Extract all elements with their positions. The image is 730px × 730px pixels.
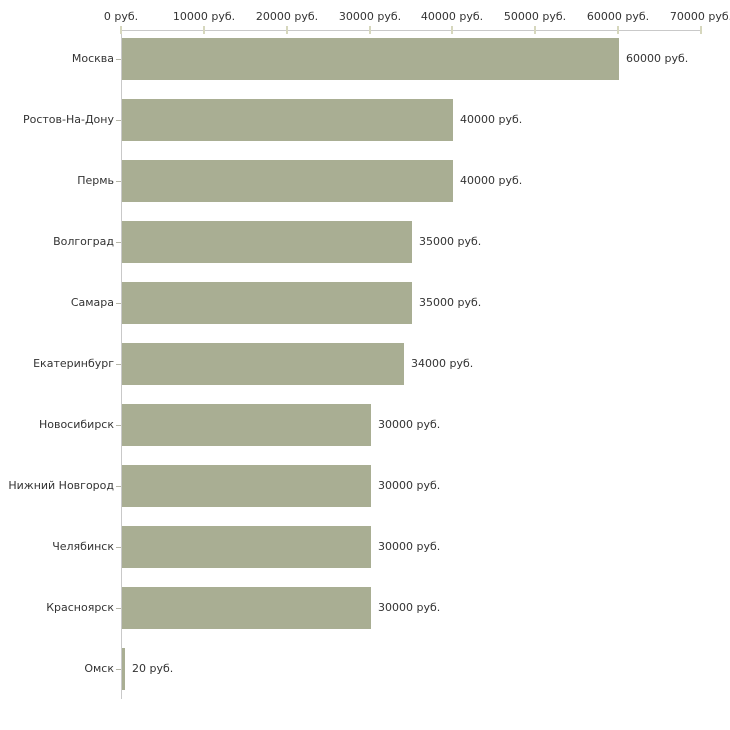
category-label: Самара [70,296,114,309]
category-label: Ростов-На-Дону [22,113,114,126]
x-axis-tick-label: 10000 руб. [172,10,236,23]
bar [122,404,371,446]
x-axis-tick-label: 0 руб. [103,10,139,23]
y-axis-tick [116,242,121,243]
y-axis-tick [116,181,121,182]
y-axis-tick [116,669,121,670]
bar [122,648,125,690]
bar [122,465,371,507]
x-axis-tick-label: 20000 руб. [255,10,319,23]
x-axis-tick [617,26,619,34]
x-axis-tick [203,26,205,34]
y-axis-tick [116,547,121,548]
category-label: Омск [84,662,114,675]
bar [122,282,412,324]
category-label: Челябинск [52,540,114,553]
y-axis-tick [116,425,121,426]
category-label: Пермь [77,174,114,187]
value-label: 30000 руб. [378,418,441,431]
x-axis-tick [534,26,536,34]
category-label: Новосибирск [38,418,114,431]
bar [122,526,371,568]
value-label: 30000 руб. [378,479,441,492]
bar [122,587,371,629]
x-axis-tick [286,26,288,34]
value-label: 40000 руб. [460,174,523,187]
bar [122,38,619,80]
category-label: Нижний Новгород [8,479,114,492]
x-axis-tick-label: 30000 руб. [338,10,402,23]
value-label: 34000 руб. [411,357,474,370]
category-label: Волгоград [53,235,114,248]
x-axis-line [121,30,701,31]
value-label: 60000 руб. [626,52,689,65]
value-label: 30000 руб. [378,540,441,553]
x-axis-tick [451,26,453,34]
x-axis-tick-label: 60000 руб. [586,10,650,23]
category-label: Москва [71,52,114,65]
x-axis-tick-label: 40000 руб. [420,10,484,23]
category-label: Красноярск [46,601,114,614]
value-label: 40000 руб. [460,113,523,126]
x-axis-tick-label: 70000 руб. [669,10,730,23]
bar [122,221,412,263]
bar [122,160,453,202]
x-axis-tick [120,26,122,34]
y-axis-tick [116,59,121,60]
value-label: 30000 руб. [378,601,441,614]
y-axis-tick [116,303,121,304]
value-label: 35000 руб. [419,296,482,309]
y-axis-line [121,30,122,699]
value-label: 35000 руб. [419,235,482,248]
x-axis-tick [369,26,371,34]
x-axis-tick [700,26,702,34]
x-axis-tick-label: 50000 руб. [503,10,567,23]
category-label: Екатеринбург [33,357,114,370]
y-axis-tick [116,486,121,487]
bar [122,99,453,141]
bar [122,343,404,385]
y-axis-tick [116,608,121,609]
value-label: 20 руб. [132,662,174,675]
y-axis-tick [116,364,121,365]
y-axis-tick [116,120,121,121]
